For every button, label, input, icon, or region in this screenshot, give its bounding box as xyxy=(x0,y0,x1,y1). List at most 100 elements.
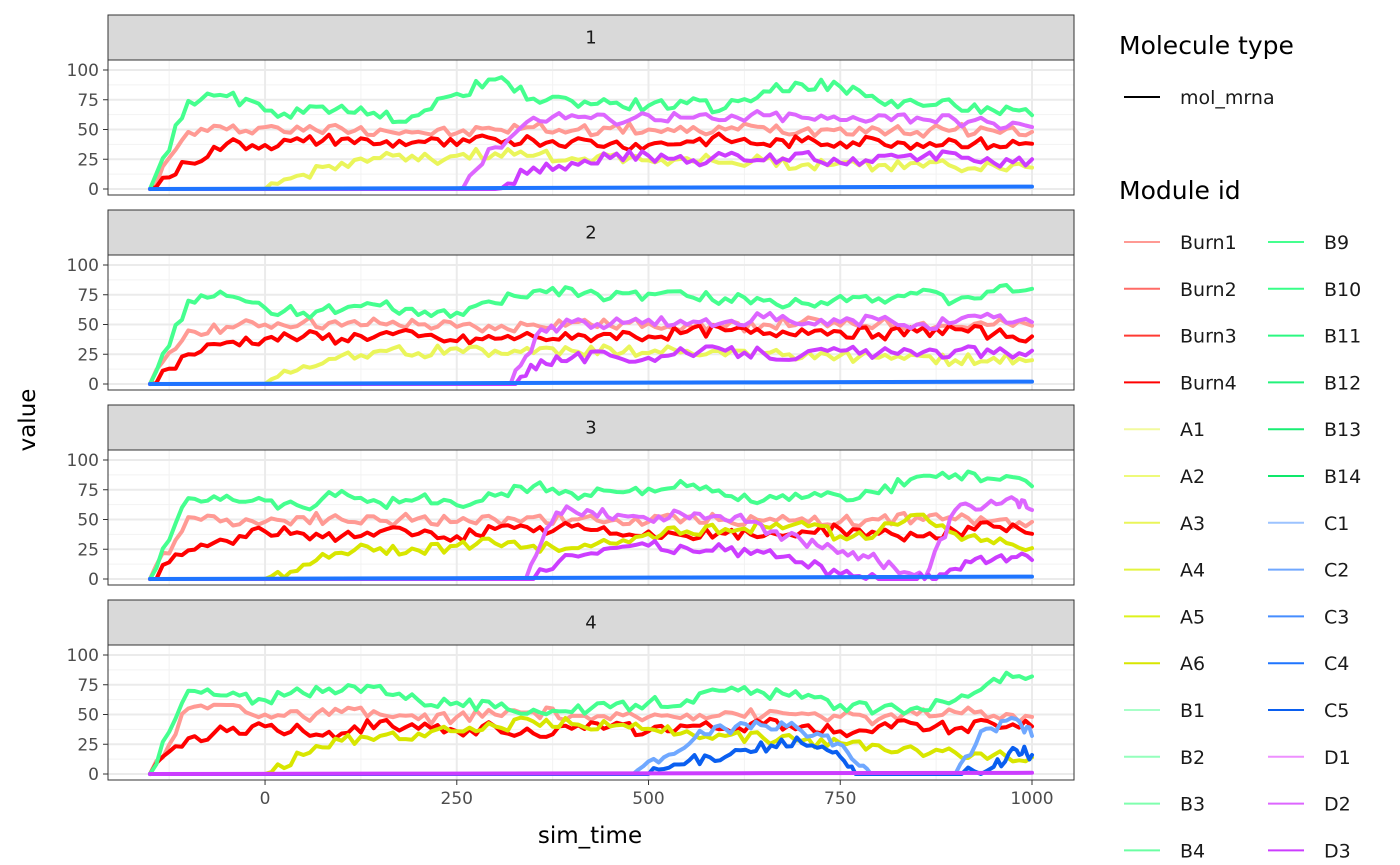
series-line-Burn4 xyxy=(148,520,1034,581)
legend-label-C1: C1 xyxy=(1324,513,1349,535)
series-line-Burn4 xyxy=(148,131,1034,191)
y-tick-label: 75 xyxy=(77,676,99,696)
facet-strip xyxy=(107,599,1075,646)
y-tick-label: 25 xyxy=(77,735,99,755)
series-line-A3 xyxy=(263,343,1034,386)
legend-label-mol_mrna: mol_mrna xyxy=(1180,87,1275,109)
y-tick-label: 50 xyxy=(77,316,99,336)
legend-label-B10: B10 xyxy=(1324,279,1361,301)
legend-label-B11: B11 xyxy=(1324,326,1361,348)
series-line-D3 xyxy=(148,539,1034,581)
legend-label-B12: B12 xyxy=(1324,372,1361,394)
y-tick-label: 100 xyxy=(67,61,99,81)
series-line-C5 xyxy=(148,735,1034,776)
legend-label-Burn4: Burn4 xyxy=(1180,372,1237,394)
series-line-A6 xyxy=(263,512,1034,581)
y-tick-label: 100 xyxy=(67,646,99,666)
y-tick-label: 100 xyxy=(67,256,99,276)
panel-border xyxy=(107,644,1075,781)
series-line-D2 xyxy=(148,311,1034,386)
y-tick-label: 0 xyxy=(88,375,99,395)
y-tick-label: 25 xyxy=(77,540,99,560)
linetype-legend: Molecule type mol_mrna xyxy=(1119,31,1294,109)
series-line-Burn4 xyxy=(148,716,1034,776)
facet-strip xyxy=(107,14,1075,61)
facet-panel-4: 4 0 25 50 75 100 xyxy=(67,599,1075,785)
legend-label-Burn2: Burn2 xyxy=(1180,279,1237,301)
series-line-Burn1 xyxy=(148,702,1034,776)
y-tick-label: 25 xyxy=(77,345,99,365)
panel-border xyxy=(107,449,1075,586)
series-line-D3 xyxy=(148,149,1034,191)
y-tick-label: 50 xyxy=(77,511,99,531)
series-lines xyxy=(148,469,1034,581)
series-lines xyxy=(148,283,1034,386)
legend-label-Burn1: Burn1 xyxy=(1180,232,1237,254)
series-line-C2 xyxy=(148,715,1034,776)
linetype-legend-title: Molecule type xyxy=(1119,31,1294,60)
legend-label-A4: A4 xyxy=(1180,560,1205,582)
series-line-D2 xyxy=(148,495,1034,581)
series-lines xyxy=(148,75,1034,191)
x-tick-label: 250 xyxy=(441,789,473,809)
series-line-C4 xyxy=(148,379,1034,386)
x-axis: 0 250 500 750 1000 xyxy=(260,780,1054,809)
legend-label-A2: A2 xyxy=(1180,466,1205,488)
legend-label-B13: B13 xyxy=(1324,419,1361,441)
legend-label-A5: A5 xyxy=(1180,606,1205,628)
legend-label-D2: D2 xyxy=(1324,794,1351,816)
legend-label-D1: D1 xyxy=(1324,747,1351,769)
y-tick-label: 0 xyxy=(88,570,99,590)
facet-strip xyxy=(107,404,1075,451)
series-line-C4 xyxy=(148,574,1034,581)
series-line-D3 xyxy=(148,770,1034,776)
panel-border xyxy=(107,59,1075,196)
color-legend: Module id Burn1 Burn2 Burn3 Burn4 A1 A2 A3 A4 A5… xyxy=(1119,176,1361,862)
facet-panel-1: 1 0 25 50 75 100 xyxy=(67,14,1075,200)
facet-strip-label: 4 xyxy=(585,613,596,634)
y-tick-label: 75 xyxy=(77,481,99,501)
y-tick-label: 75 xyxy=(77,286,99,306)
facet-panels: 1 0 25 50 75 100 2 0 25 50 75 100 3 0 25 50 75 100 4 0 25 50 7… xyxy=(67,14,1075,785)
legend-label-C5: C5 xyxy=(1324,700,1349,722)
facet-panel-3: 3 0 25 50 75 100 xyxy=(67,404,1075,590)
legend-label-C2: C2 xyxy=(1324,560,1349,582)
legend-label-A1: A1 xyxy=(1180,419,1205,441)
legend-label-B9: B9 xyxy=(1324,232,1349,254)
x-axis-title: sim_time xyxy=(538,823,642,849)
x-tick-label: 500 xyxy=(632,789,664,809)
series-line-B9 xyxy=(148,469,1034,581)
y-axis-title: value xyxy=(15,389,41,452)
legend-label-B14: B14 xyxy=(1324,466,1361,488)
legend-label-A6: A6 xyxy=(1180,653,1205,675)
series-line-D2 xyxy=(148,109,1034,191)
series-line-D3 xyxy=(148,344,1034,386)
facet-strip-label: 2 xyxy=(585,223,596,244)
facet-panel-2: 2 0 25 50 75 100 xyxy=(67,209,1075,395)
legend-label-C3: C3 xyxy=(1324,606,1349,628)
series-line-B9 xyxy=(148,670,1034,776)
panel-background xyxy=(108,60,1074,195)
series-line-A3 xyxy=(263,147,1034,191)
series-line-Burn4 xyxy=(148,323,1034,386)
facet-strip-label: 3 xyxy=(585,418,596,439)
linetype-legend-entries: mol_mrna xyxy=(1124,87,1275,109)
color-legend-title: Module id xyxy=(1119,176,1241,205)
x-tick-label: 750 xyxy=(824,789,856,809)
y-tick-label: 75 xyxy=(77,91,99,111)
series-line-B9 xyxy=(148,283,1034,386)
panel-border xyxy=(107,254,1075,391)
y-tick-label: 0 xyxy=(88,180,99,200)
facet-strip-label: 1 xyxy=(585,28,596,49)
y-tick-label: 100 xyxy=(67,451,99,471)
x-tick-label: 1000 xyxy=(1010,789,1053,809)
x-tick-label: 0 xyxy=(260,789,271,809)
legend-label-C4: C4 xyxy=(1324,653,1349,675)
series-line-Burn1 xyxy=(148,511,1034,581)
legend-label-B2: B2 xyxy=(1180,747,1205,769)
series-line-Burn1 xyxy=(148,120,1034,191)
legend-label-B3: B3 xyxy=(1180,794,1205,816)
legend-label-B4: B4 xyxy=(1180,840,1205,862)
legend-label-B1: B1 xyxy=(1180,700,1205,722)
